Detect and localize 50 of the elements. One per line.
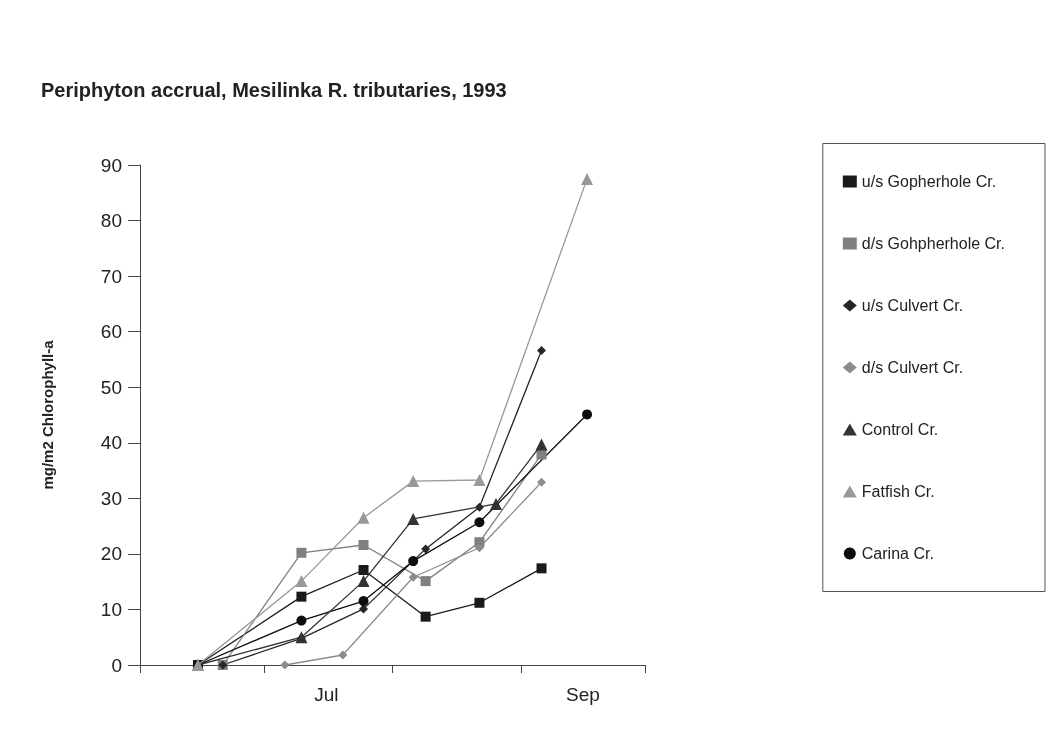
y-tick-label: 20 xyxy=(100,543,122,565)
y-tick-label: 10 xyxy=(100,598,122,620)
point xyxy=(357,511,370,524)
point xyxy=(489,497,502,510)
point xyxy=(296,591,307,602)
point xyxy=(295,575,308,588)
point xyxy=(537,477,547,487)
y-tick-label: 70 xyxy=(100,265,122,287)
point xyxy=(474,597,485,608)
legend-label: Carina Cr. xyxy=(861,545,934,562)
point xyxy=(474,543,484,553)
legend-label: d/s Culvert Cr. xyxy=(861,359,964,376)
point xyxy=(296,547,307,558)
point xyxy=(536,563,547,574)
y-tick-label: 40 xyxy=(100,432,122,454)
chart-title: Periphyton accrual, Mesilinka R. tributaries, 1993 xyxy=(41,79,507,101)
point xyxy=(421,544,431,554)
point xyxy=(537,346,547,356)
point xyxy=(338,650,348,660)
y-tick-label: 60 xyxy=(100,321,122,343)
y-axis-title: mg/m2 Chlorophyll-a xyxy=(39,339,56,490)
legend-label: u/s Culvert Cr. xyxy=(861,297,964,314)
y-tick-label: 30 xyxy=(100,487,122,509)
point xyxy=(408,556,419,567)
point xyxy=(535,438,548,451)
point xyxy=(582,409,593,420)
legend-label: Control Cr. xyxy=(861,421,939,438)
point xyxy=(358,596,369,607)
y-tick-label: 90 xyxy=(100,154,122,176)
point xyxy=(474,517,485,528)
point xyxy=(357,575,370,588)
point xyxy=(420,576,431,587)
point xyxy=(358,565,369,575)
x-tick-label: Jul xyxy=(314,684,339,705)
legend-label: d/s Gohpherhole Cr. xyxy=(861,235,1006,252)
y-tick-label: 80 xyxy=(100,210,122,232)
legend-label: Fatfish Cr. xyxy=(861,483,935,500)
point xyxy=(296,615,307,626)
point xyxy=(407,475,420,488)
point xyxy=(280,660,290,670)
point xyxy=(420,611,431,622)
point xyxy=(473,474,486,486)
point xyxy=(407,512,420,525)
y-tick-label: 50 xyxy=(100,376,122,398)
point xyxy=(358,540,369,550)
point xyxy=(581,172,594,185)
point xyxy=(408,572,418,582)
x-tick-label: Sep xyxy=(566,684,600,705)
legend-label: u/s Gopherhole Cr. xyxy=(861,173,997,190)
y-tick-label: 0 xyxy=(111,654,122,676)
